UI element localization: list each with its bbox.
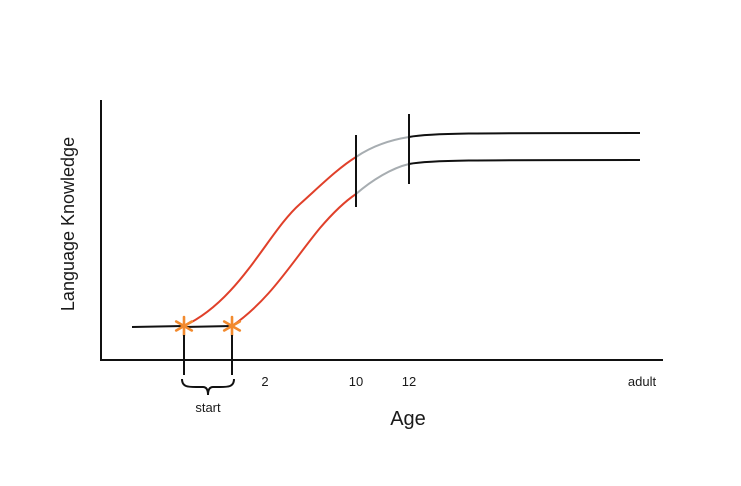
series-1-baseline	[131, 325, 185, 328]
series-2-plateau	[408, 159, 641, 165]
y-axis-label: Language Knowledge	[58, 137, 78, 311]
series-2-rise	[231, 193, 357, 327]
x-tick-label: 12	[402, 374, 416, 389]
series-1-transition	[355, 136, 410, 158]
series-2-baseline	[183, 325, 233, 328]
series-1-rise	[183, 156, 357, 327]
series-1-plateau	[408, 132, 641, 138]
x-axis-label: Age	[390, 408, 426, 430]
onset-marker-2	[222, 315, 242, 337]
start-brace	[181, 378, 235, 396]
series-2-transition	[355, 163, 410, 195]
x-tick-label: 10	[349, 374, 363, 389]
x-tick-label: 2	[261, 374, 268, 389]
onset-marker-1	[174, 315, 194, 337]
start-label: start	[195, 400, 221, 415]
x-tick-label: adult	[628, 374, 657, 389]
